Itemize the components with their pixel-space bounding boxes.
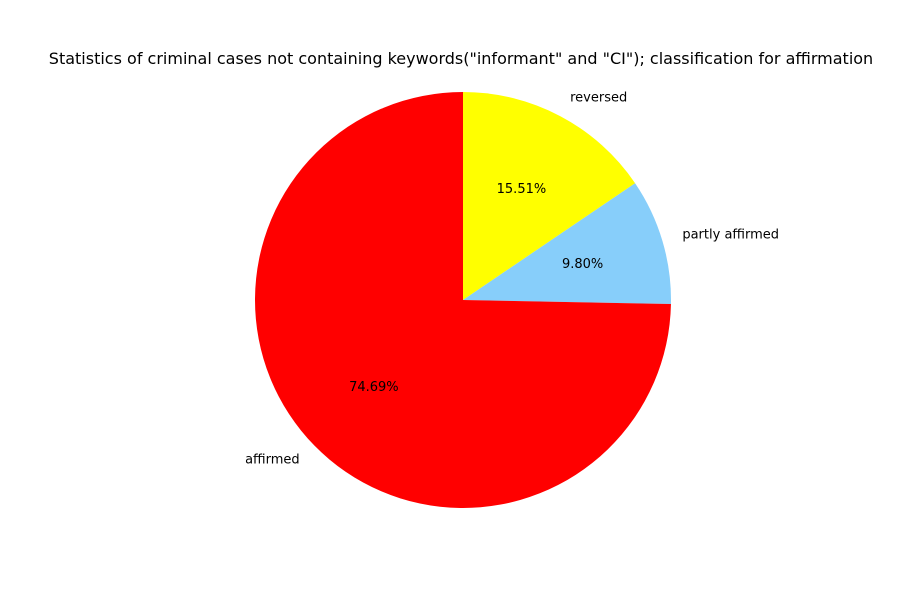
pct-label-reversed: 15.51%: [497, 182, 547, 197]
pie-labels: reversed 15.51% partly affirmed 9.80% affirm…: [245, 90, 779, 467]
slice-label-reversed: reversed: [570, 90, 627, 105]
pie-slice-affirmed: [255, 92, 671, 509]
pie-slices: [255, 92, 672, 509]
slice-label-affirmed: affirmed: [245, 453, 300, 468]
chart-title: Statistics of criminal cases not contain…: [49, 49, 873, 68]
pie-slice-reversed: [463, 92, 636, 300]
pct-label-affirmed: 74.69%: [349, 380, 399, 395]
slice-label-partly-affirmed: partly affirmed: [682, 227, 779, 242]
pct-label-partly-affirmed: 9.80%: [562, 257, 603, 272]
pie-slice-partly-affirmed: [463, 183, 672, 305]
